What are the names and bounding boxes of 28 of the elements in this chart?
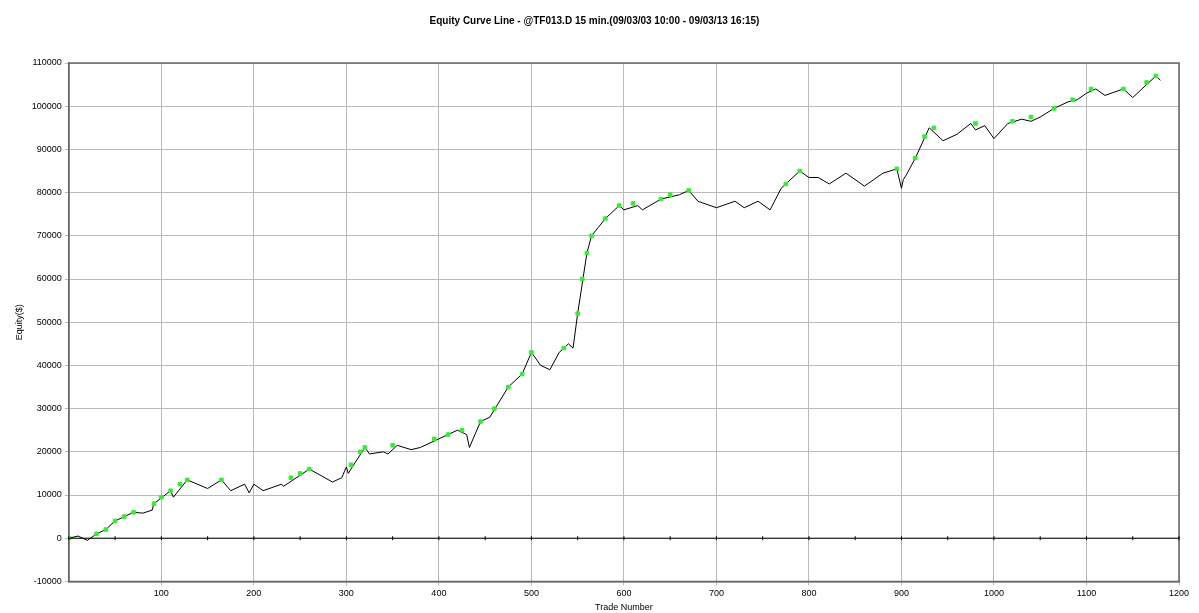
x-tick-label: 1200 (1168, 588, 1190, 599)
y-axis-title: Equity($) (13, 304, 24, 341)
y-tick-label: 10000 (36, 489, 62, 500)
y-tick-label: 90000 (36, 143, 62, 154)
y-tick-label: 70000 (36, 230, 62, 241)
y-tick-label: 0 (56, 532, 62, 543)
y-tick-label: 100000 (31, 100, 62, 111)
x-tick-label: 200 (246, 588, 262, 599)
y-tick-label: 40000 (36, 359, 62, 370)
y-tick-label: 60000 (36, 273, 62, 284)
x-tick-label: 700 (708, 588, 724, 599)
y-tick-label: 20000 (36, 446, 62, 457)
x-tick-label: 800 (801, 588, 817, 599)
x-tick-label: 300 (338, 588, 354, 599)
y-tick-label: 110000 (32, 57, 62, 68)
x-tick-label: 600 (616, 588, 632, 599)
x-tick-label: 400 (431, 588, 447, 599)
y-tick-label: 80000 (36, 187, 62, 198)
x-tick-label: 500 (523, 588, 539, 599)
x-tick-label: 1100 (1076, 588, 1097, 599)
x-tick-label: 1000 (983, 588, 1004, 599)
y-tick-label: 30000 (36, 403, 62, 414)
x-tick-label: 900 (893, 588, 909, 599)
chart-title: Equity Curve Line - @TF013.D 15 min.(09/03/03 10:00 - 09/03/13 16:15) (429, 14, 760, 26)
y-tick-label: 50000 (36, 316, 62, 327)
x-tick-label: 100 (153, 588, 169, 599)
y-tick-label: -10000 (33, 575, 62, 586)
x-axis-title: Trade Number (595, 602, 653, 613)
